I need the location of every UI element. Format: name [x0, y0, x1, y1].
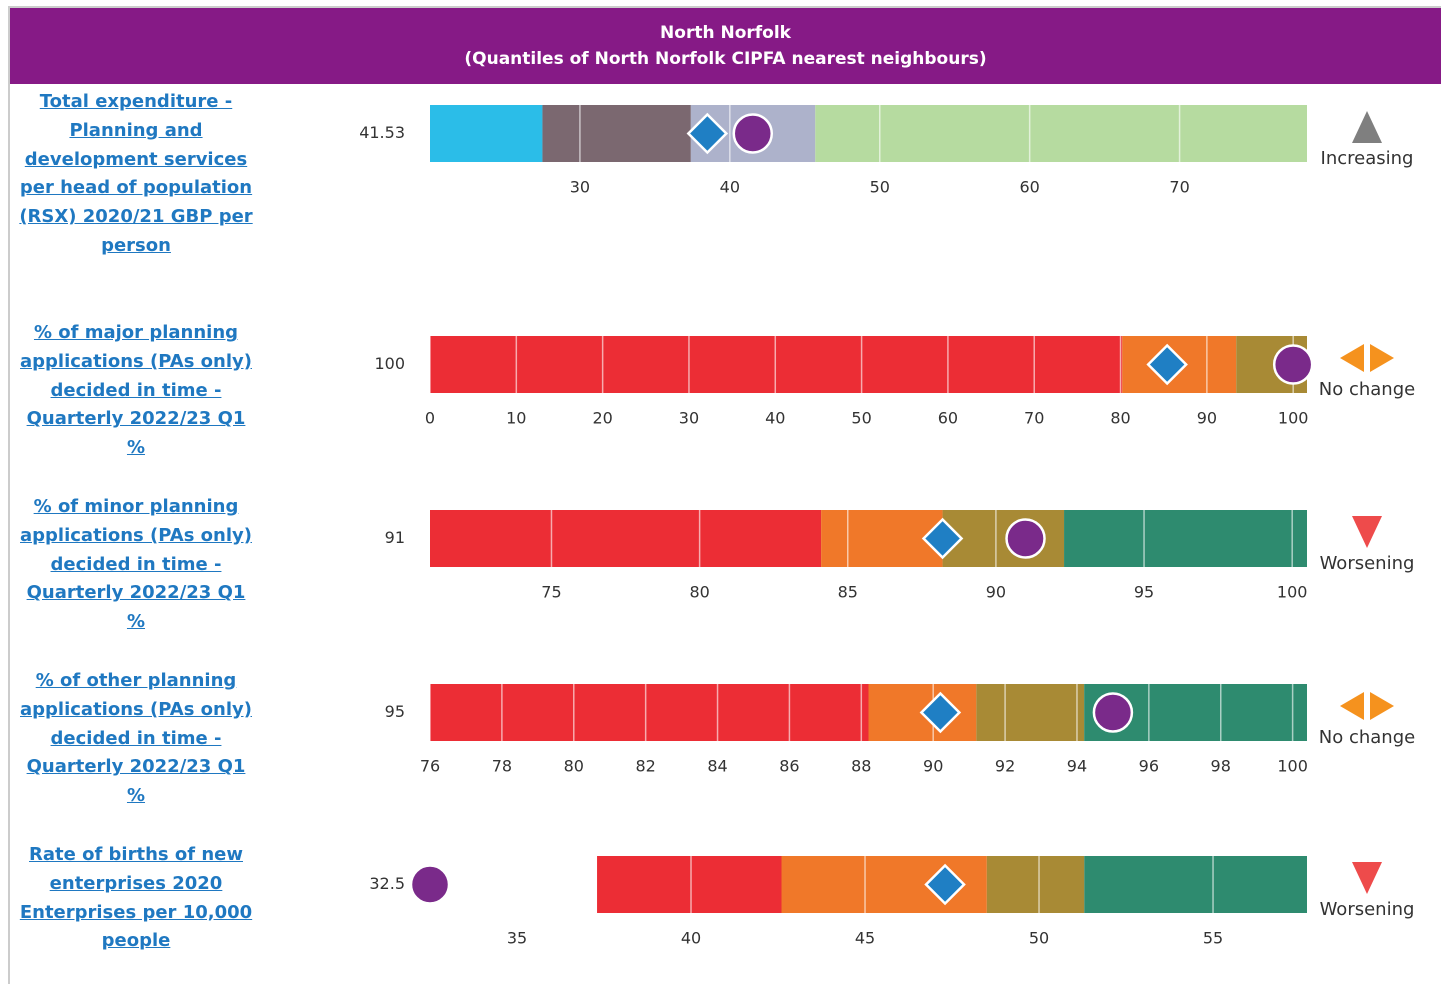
x-tick-label: 60	[1019, 178, 1039, 197]
x-tick-label: 86	[779, 757, 799, 776]
benchmark-diamond	[921, 517, 964, 560]
x-tick-label: 96	[1139, 757, 1159, 776]
x-tick-label: 76	[420, 757, 440, 776]
value-label: 91	[385, 528, 405, 547]
x-tick-label: 82	[635, 757, 655, 776]
value-label: 32.5	[369, 874, 405, 893]
x-tick-label: 10	[506, 409, 526, 428]
trend-icon	[1340, 344, 1364, 372]
x-tick-label: 88	[851, 757, 871, 776]
trend-icon	[1352, 111, 1382, 143]
x-tick-label: 70	[1169, 178, 1189, 197]
quantile-band	[976, 684, 1085, 741]
indicator-link[interactable]: % of minor planning applications (PAs on…	[20, 496, 252, 633]
x-tick-label: 40	[681, 929, 701, 948]
quantile-band	[815, 105, 1307, 162]
trend-icon	[1352, 862, 1382, 894]
x-tick-label: 78	[492, 757, 512, 776]
quantile-band	[1064, 510, 1307, 567]
x-tick-label: 94	[1067, 757, 1087, 776]
quantile-band	[430, 684, 869, 741]
x-tick-label: 80	[564, 757, 584, 776]
quantile-band	[1084, 856, 1307, 913]
header: North Norfolk (Quantiles of North Norfol…	[10, 8, 1441, 84]
x-tick-label: 90	[923, 757, 943, 776]
indicator-link[interactable]: Rate of births of new enterprises 2020 E…	[19, 844, 253, 952]
quantile-band	[542, 105, 691, 162]
trend-label: Worsening	[1320, 899, 1415, 920]
x-tick-label: 100	[1278, 409, 1309, 428]
x-tick-label: 0	[425, 409, 435, 428]
quantile-band	[430, 510, 822, 567]
quantile-band	[986, 856, 1085, 913]
benchmark-diamond	[1146, 343, 1188, 386]
trend-label: Worsening	[1320, 553, 1415, 574]
x-tick-label: 30	[679, 409, 699, 428]
x-tick-label: 90	[986, 583, 1006, 602]
x-tick-label: 100	[1277, 757, 1308, 776]
x-tick-label: 50	[851, 409, 871, 428]
value-label: 95	[385, 702, 405, 721]
value-dot	[1005, 518, 1046, 559]
x-tick-label: 90	[1197, 409, 1217, 428]
trend-icon	[1340, 692, 1364, 720]
x-tick-label: 85	[838, 583, 858, 602]
benchmark-diamond	[924, 863, 966, 906]
x-tick-label: 35	[507, 929, 527, 948]
x-tick-label: 50	[1029, 929, 1049, 948]
x-tick-label: 40	[765, 409, 785, 428]
value-dot	[1272, 344, 1314, 385]
x-tick-label: 80	[689, 583, 709, 602]
header-title: North Norfolk	[660, 23, 791, 43]
value-dot	[409, 864, 451, 905]
x-tick-label: 80	[1110, 409, 1130, 428]
x-tick-label: 100	[1277, 583, 1308, 602]
x-tick-label: 20	[592, 409, 612, 428]
quantile-band	[430, 105, 543, 162]
quantile-band	[597, 856, 782, 913]
x-tick-label: 95	[1134, 583, 1154, 602]
trend-icon	[1370, 692, 1394, 720]
trend-icon	[1370, 344, 1394, 372]
trend-label: No change	[1319, 379, 1415, 400]
indicator-link[interactable]: % of other planning applications (PAs on…	[20, 670, 252, 807]
x-tick-label: 75	[541, 583, 561, 602]
trend-label: No change	[1319, 727, 1415, 748]
trend-label: Increasing	[1321, 148, 1414, 169]
trend-icon	[1352, 516, 1382, 548]
x-tick-label: 92	[995, 757, 1015, 776]
value-label: 100	[374, 354, 405, 373]
x-tick-label: 50	[870, 178, 890, 197]
quantile-band	[430, 336, 1123, 393]
x-tick-label: 55	[1203, 929, 1223, 948]
x-tick-label: 60	[938, 409, 958, 428]
indicator-link[interactable]: Total expenditure - Planning and develop…	[19, 91, 253, 256]
x-tick-label: 70	[1024, 409, 1044, 428]
x-tick-label: 40	[720, 178, 740, 197]
header-subtitle: (Quantiles of North Norfolk CIPFA neares…	[464, 49, 987, 69]
value-dot	[1092, 692, 1134, 733]
x-tick-label: 45	[855, 929, 875, 948]
value-dot	[732, 113, 774, 154]
x-tick-label: 98	[1211, 757, 1231, 776]
value-label: 41.53	[359, 123, 405, 142]
x-tick-label: 30	[570, 178, 590, 197]
x-tick-label: 84	[707, 757, 727, 776]
benchmark-diamond	[919, 691, 962, 734]
frame	[8, 6, 1441, 984]
indicator-link[interactable]: % of major planning applications (PAs on…	[20, 322, 252, 459]
benchmark-diamond	[686, 112, 729, 155]
